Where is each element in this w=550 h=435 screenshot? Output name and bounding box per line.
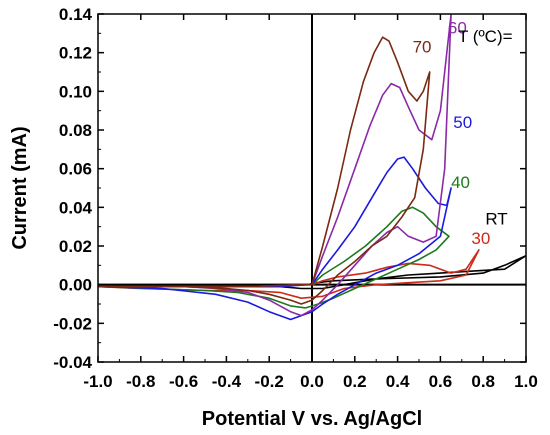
x-tick-label: -1.0 xyxy=(83,372,112,391)
x-tick-label: 1.0 xyxy=(514,372,538,391)
x-axis-title: Potential V vs. Ag/AgCl xyxy=(202,408,422,430)
series-label-50: 50 xyxy=(453,113,472,132)
y-tick-label: 0.02 xyxy=(59,237,92,256)
series-lines xyxy=(98,14,526,321)
series-label-70: 70 xyxy=(413,38,432,57)
x-tick-label: 0.8 xyxy=(471,372,495,391)
x-tick-label: 0.6 xyxy=(429,372,453,391)
axis-ticks: -1.0 -0.8 -0.6 -0.4 -0.2 0.0 0.2 0.4 0.6 0.8 1.0 -0… xyxy=(53,5,538,391)
x-tick-label: 0.0 xyxy=(300,372,324,391)
y-tick-label: 0.00 xyxy=(59,276,92,295)
legend-title: T (ºC)= xyxy=(458,27,513,46)
series-label-40: 40 xyxy=(451,173,470,192)
series-line-40 xyxy=(98,206,450,309)
x-tick-label: -0.8 xyxy=(126,372,155,391)
series-label-rt: RT xyxy=(485,210,507,229)
series-line-70 xyxy=(98,36,431,305)
x-tick-label: 0.4 xyxy=(386,372,410,391)
y-axis-title: Current (mA) xyxy=(9,126,31,249)
y-tick-label: 0.14 xyxy=(59,5,93,24)
y-tick-label: -0.02 xyxy=(53,314,92,333)
y-tick-label: 0.06 xyxy=(59,160,92,179)
series-line-50 xyxy=(98,156,452,321)
series-label-60: 60 xyxy=(448,18,467,37)
x-tick-label: 0.2 xyxy=(343,372,367,391)
y-tick-label: 0.04 xyxy=(59,198,93,217)
y-tick-label: 0.10 xyxy=(59,82,92,101)
y-tick-label: 0.12 xyxy=(59,44,92,63)
y-tick-label: 0.08 xyxy=(59,121,92,140)
x-tick-label: -0.6 xyxy=(169,372,198,391)
y-tick-label: -0.04 xyxy=(53,353,92,372)
x-tick-label: -0.4 xyxy=(212,372,242,391)
x-tick-label: -0.2 xyxy=(255,372,284,391)
series-label-30: 30 xyxy=(471,229,490,248)
series-line-60 xyxy=(98,14,452,317)
